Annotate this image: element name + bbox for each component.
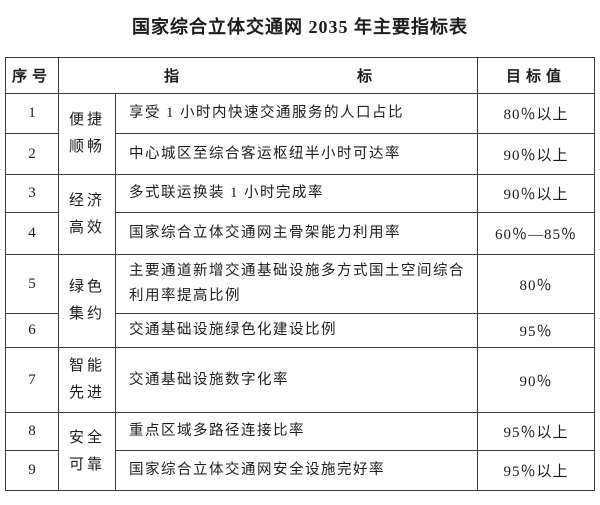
indicator-cell: 多式联运换装 1 小时完成率	[114, 174, 479, 213]
target-cell: 80％以上	[477, 93, 596, 134]
table-row-1: 1 便捷 顺畅 享受 1 小时内快速交通服务的人口占比 80％以上	[5, 93, 596, 175]
category-cell-economical: 经济 高效	[58, 174, 116, 255]
category-cell-intelligent: 智能 先进	[58, 347, 116, 413]
target-cell: 90％以上	[477, 133, 596, 175]
header-target: 目标值	[477, 57, 596, 94]
indicator-cell: 交通基础设施绿色化建设比例	[114, 313, 479, 348]
target-cell: 90％以上	[477, 174, 596, 213]
table-row-2: 2 中心城区至综合客运枢纽半小时可达率 90％以上	[5, 133, 596, 175]
indicator-cell: 主要通道新增交通基础设施多方式国土空间综合利用率提高比例	[114, 254, 479, 314]
table-row-3: 3 经济 高效 多式联运换装 1 小时完成率 90％以上	[5, 174, 596, 255]
table-row-6: 6 交通基础设施绿色化建设比例 95％	[5, 313, 596, 348]
category-cell-safe: 安全 可靠	[58, 412, 116, 491]
target-cell: 95％以上	[477, 450, 596, 491]
indicator-cell: 享受 1 小时内快速交通服务的人口占比	[114, 93, 479, 134]
indicators-table: 序号 指标 目标值 1 便捷 顺畅 享受 1 小时内快速交通服务的人口占比 80…	[5, 57, 596, 491]
target-cell: 80％	[477, 254, 596, 314]
header-index: 序号	[5, 57, 59, 94]
target-cell: 60％—85％	[477, 212, 596, 255]
row-index: 4	[5, 212, 59, 255]
row-index: 1	[5, 93, 59, 134]
page-title: 国家综合立体交通网 2035 年主要指标表	[132, 17, 468, 37]
row-index: 7	[5, 347, 59, 413]
table-header-row: 序号 指标 目标值	[5, 57, 596, 94]
row-index: 5	[5, 254, 59, 314]
row-index: 8	[5, 412, 59, 451]
row-index: 9	[5, 450, 59, 491]
indicator-cell: 重点区域多路径连接比率	[114, 412, 479, 451]
row-index: 2	[5, 133, 59, 175]
target-cell: 95％以上	[477, 412, 596, 451]
header-indicator: 指标	[57, 57, 479, 94]
category-cell-convenient: 便捷 顺畅	[58, 93, 116, 175]
category-cell-green: 绿色 集约	[58, 254, 116, 348]
table-row-5: 5 绿色 集约 主要通道新增交通基础设施多方式国土空间综合利用率提高比例 80％	[5, 254, 596, 348]
row-index: 6	[5, 313, 59, 348]
table-row-9: 9 国家综合立体交通网安全设施完好率 95％以上	[5, 450, 596, 491]
target-cell: 95％	[477, 313, 596, 348]
indicator-cell: 中心城区至综合客运枢纽半小时可达率	[114, 133, 479, 175]
table-row-8: 8 安全 可靠 重点区域多路径连接比率 95％以上	[5, 412, 596, 491]
table-row-7: 7 智能 先进 交通基础设施数字化率 90％	[5, 347, 596, 413]
indicator-cell: 国家综合立体交通网安全设施完好率	[114, 450, 479, 491]
indicator-cell: 交通基础设施数字化率	[114, 347, 479, 413]
indicator-cell: 国家综合立体交通网主骨架能力利用率	[114, 212, 479, 255]
table-row-4: 4 国家综合立体交通网主骨架能力利用率 60％—85％	[5, 212, 596, 255]
target-cell: 90％	[477, 347, 596, 413]
row-index: 3	[5, 174, 59, 213]
